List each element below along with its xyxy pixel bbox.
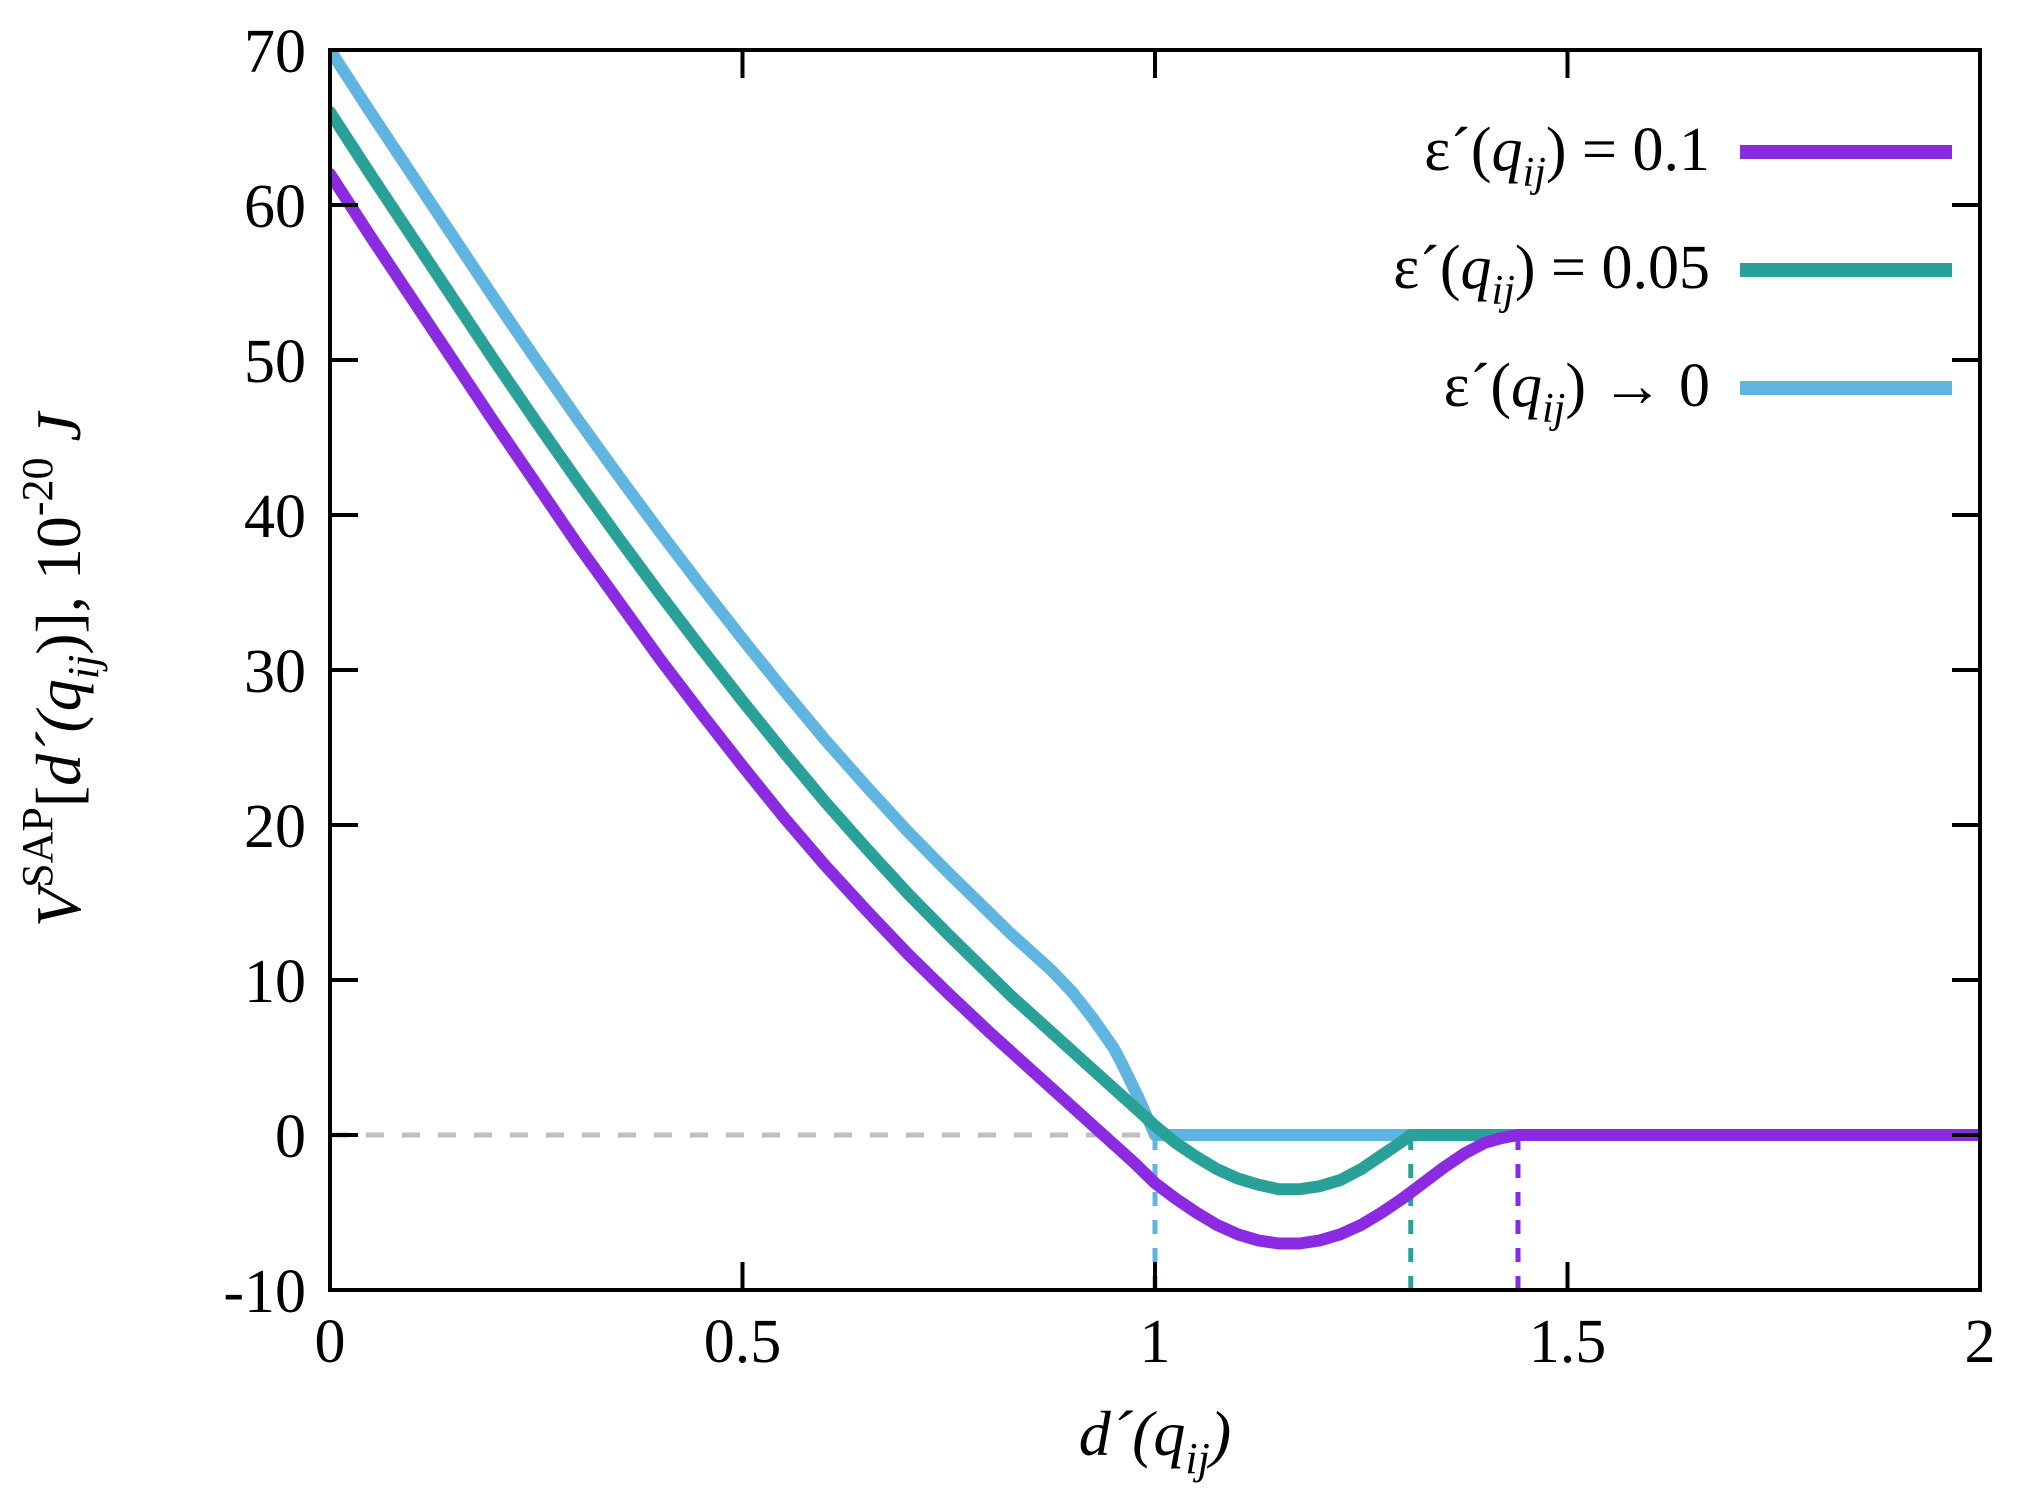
xtick-label: 1.5 <box>1529 1308 1607 1376</box>
ytick-label: 60 <box>244 173 306 241</box>
ytick-label: 20 <box>244 793 306 861</box>
xtick-label: 0.5 <box>704 1308 782 1376</box>
xtick-label: 1 <box>1140 1308 1171 1376</box>
xtick-label: 2 <box>1965 1308 1996 1376</box>
ytick-label: 0 <box>275 1103 306 1171</box>
ytick-label: 40 <box>244 483 306 551</box>
xtick-label: 0 <box>315 1308 346 1376</box>
ytick-label: 10 <box>244 948 306 1016</box>
ytick-label: 70 <box>244 18 306 86</box>
ytick-label: -10 <box>223 1258 306 1326</box>
ytick-label: 30 <box>244 638 306 706</box>
chart-svg: 00.511.52-10010203040506070d´(qij)VSAP[d… <box>0 0 2033 1491</box>
chart-container: 00.511.52-10010203040506070d´(qij)VSAP[d… <box>0 0 2033 1491</box>
ytick-label: 50 <box>244 328 306 396</box>
